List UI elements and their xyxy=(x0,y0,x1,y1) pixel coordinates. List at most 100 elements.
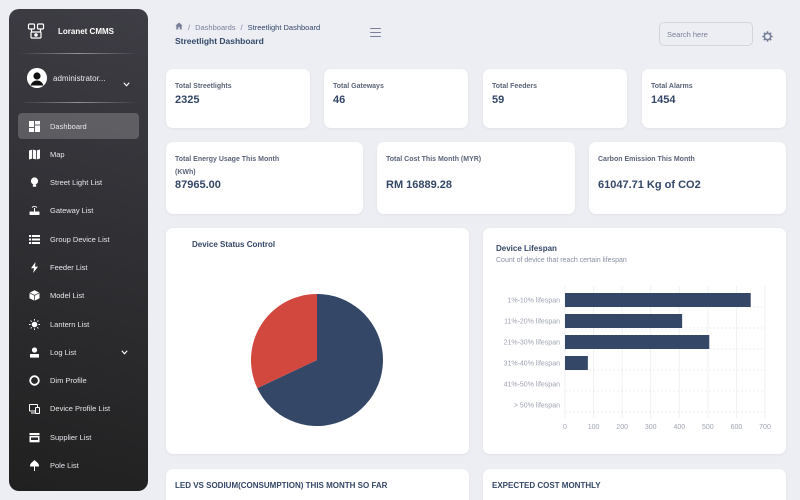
bar[interactable] xyxy=(565,356,588,370)
metric-value: RM 16889.28 xyxy=(386,179,453,191)
bolt-icon xyxy=(29,261,40,273)
stat-card-feeders: Total Feeders 59 xyxy=(483,69,627,128)
stat-value: 59 xyxy=(492,94,505,106)
x-tick-label: 500 xyxy=(702,424,714,431)
metric-card-carbon: Carbon Emission This Month 61047.71 Kg o… xyxy=(589,142,786,214)
sidebar-item-log-list[interactable]: Log List xyxy=(18,339,139,365)
x-tick-label: 200 xyxy=(616,424,628,431)
gear-icon[interactable] xyxy=(762,29,773,47)
expected-cost-title: EXPECTED COST MONTHLY xyxy=(492,481,601,490)
sidebar-item-dashboard[interactable]: Dashboard xyxy=(18,113,139,139)
stat-label: Total Gateways xyxy=(333,83,384,90)
sidebar-item-label: Model List xyxy=(50,291,85,301)
menu-line xyxy=(370,35,381,37)
sidebar-item-label: Group Device List xyxy=(50,234,110,244)
y-tick-label: 31%-40% lifespan xyxy=(504,361,561,368)
device-status-card: Device Status Control xyxy=(166,228,469,454)
sidebar-item-model-list[interactable]: Model List xyxy=(18,283,139,309)
bar[interactable] xyxy=(565,314,683,328)
sidebar-item-map[interactable]: Map xyxy=(18,141,139,167)
consumption-title: LED VS SODIUM(CONSUMPTION) THIS MONTH SO… xyxy=(175,481,388,490)
sidebar-item-label: Feeder List xyxy=(50,262,88,272)
metric-card-energy: Total Energy Usage This Month (KWh) 8796… xyxy=(166,142,363,214)
sidebar-item-device-profile-list[interactable]: Device Profile List xyxy=(18,396,139,422)
metric-card-cost: Total Cost This Month (MYR) RM 16889.28 xyxy=(377,142,575,214)
breadcrumb-dashboards[interactable]: Dashboards xyxy=(195,22,236,32)
cubes-icon xyxy=(29,290,40,301)
stat-card-streetlights: Total Streetlights 2325 xyxy=(166,69,310,128)
menu-line xyxy=(370,31,381,34)
menu-toggle-button[interactable] xyxy=(370,28,381,37)
sidebar-item-gateway-list[interactable]: Gateway List xyxy=(18,198,139,224)
y-tick-label: > 50% lifespan xyxy=(514,403,560,410)
sun-icon xyxy=(29,375,40,386)
stat-label: Total Feeders xyxy=(492,83,537,90)
sidebar-item-feeder-list[interactable]: Feeder List xyxy=(18,254,139,280)
device-lifespan-card: Device Lifespan Count of device that rea… xyxy=(483,228,786,454)
sidebar-item-label: Lantern List xyxy=(50,319,90,329)
bar[interactable] xyxy=(565,335,710,349)
y-tick-label: 41%-50% lifespan xyxy=(504,382,561,389)
pie-slice[interactable] xyxy=(257,294,383,426)
list-icon xyxy=(29,234,40,245)
sidebar-item-label: Street Light List xyxy=(50,178,103,188)
sidebar-item-lantern-list[interactable]: Lantern List xyxy=(18,311,139,337)
metric-label: Carbon Emission This Month xyxy=(598,156,695,163)
brand[interactable]: Loranet CMMS xyxy=(9,9,148,53)
expected-cost-card: EXPECTED COST MONTHLY xyxy=(483,469,786,500)
sidebar-item-group-device-list[interactable]: Group Device List xyxy=(18,226,139,252)
device-status-pie-chart xyxy=(250,294,383,426)
divider xyxy=(19,53,138,54)
pole-icon xyxy=(29,460,40,472)
x-tick-label: 700 xyxy=(759,424,771,431)
metric-label: Total Cost This Month (MYR) xyxy=(386,156,482,163)
search-input[interactable] xyxy=(659,22,753,46)
x-tick-label: 300 xyxy=(645,424,657,431)
breadcrumb-separator: / xyxy=(188,22,191,32)
stat-value: 2325 xyxy=(175,94,200,106)
stat-label: Total Alarms xyxy=(651,83,693,90)
menu-line xyxy=(370,28,381,30)
user-menu[interactable]: administrator... xyxy=(9,54,148,102)
devices-icon xyxy=(29,403,40,415)
sidebar-item-street-light-list[interactable]: Street Light List xyxy=(18,170,139,196)
page-title: Streetlight Dashboard xyxy=(175,36,264,46)
metric-value: 87965.00 xyxy=(175,179,221,191)
sidebar-item-pole-list[interactable]: Pole List xyxy=(18,453,139,479)
brand-name: Loranet CMMS xyxy=(58,26,114,36)
x-tick-label: 400 xyxy=(673,424,685,431)
sidebar-item-label: Log List xyxy=(50,347,77,357)
sidebar-item-label: Device Profile List xyxy=(50,404,111,414)
sidebar-item-dim-profile[interactable]: Dim Profile xyxy=(18,368,139,394)
sidebar-item-label: Gateway List xyxy=(50,206,94,216)
x-tick-label: 0 xyxy=(563,424,567,431)
device-lifespan-title: Device Lifespan xyxy=(496,244,557,253)
consumption-card: LED VS SODIUM(CONSUMPTION) THIS MONTH SO… xyxy=(166,469,469,500)
sidebar-item-label: Dashboard xyxy=(50,121,87,131)
y-tick-label: 21%-30% lifespan xyxy=(504,340,561,347)
divider xyxy=(19,102,138,103)
sidebar-nav: Dashboard Map Street Light List Gateway … xyxy=(9,113,148,479)
lantern-icon xyxy=(29,318,40,330)
metric-value: 61047.71 Kg of CO2 xyxy=(598,179,701,191)
sidebar-item-label: Supplier List xyxy=(50,432,92,442)
x-tick-label: 600 xyxy=(731,424,743,431)
avatar xyxy=(27,68,47,88)
sidebar-item-supplier-list[interactable]: Supplier List xyxy=(18,424,139,450)
log-icon xyxy=(29,347,40,358)
lightbulb-icon xyxy=(29,177,40,188)
breadcrumb: / Dashboards / Streetlight Dashboard xyxy=(175,22,320,32)
breadcrumb-separator: / xyxy=(240,22,243,32)
stat-card-alarms: Total Alarms 1454 xyxy=(642,69,786,128)
y-tick-label: 1%-10% lifespan xyxy=(507,298,560,305)
x-tick-label: 100 xyxy=(588,424,600,431)
stat-label: Total Streetlights xyxy=(175,83,232,90)
chevron-down-icon xyxy=(123,74,130,92)
dashboard-icon xyxy=(29,120,40,132)
bar[interactable] xyxy=(565,293,751,307)
pie-slice[interactable] xyxy=(250,294,317,389)
sidebar-item-label: Pole List xyxy=(50,461,79,471)
router-icon xyxy=(29,205,40,216)
metric-label: Total Energy Usage This Month (KWh) xyxy=(175,156,280,176)
home-icon[interactable] xyxy=(175,22,183,32)
